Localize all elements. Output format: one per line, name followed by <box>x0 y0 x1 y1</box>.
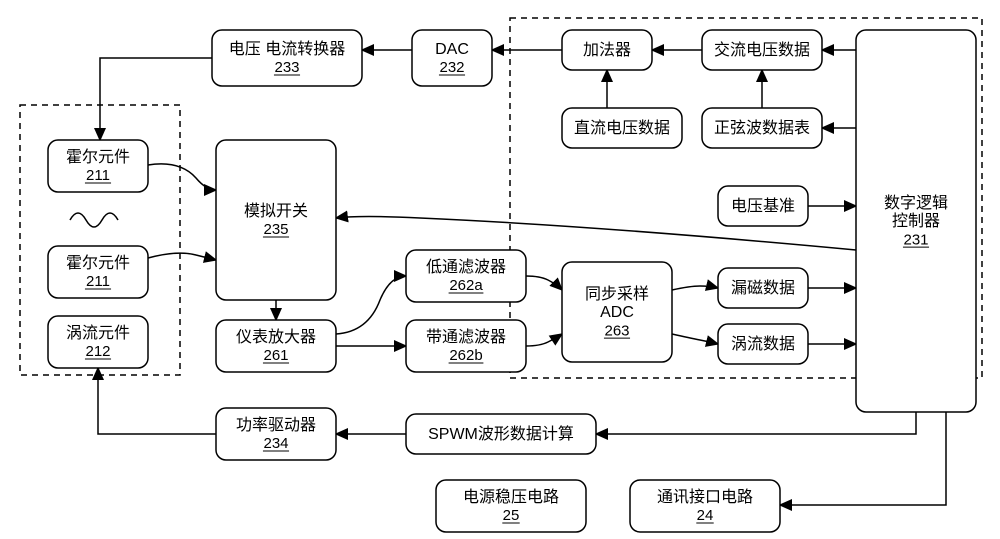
node-sublabel: 232 <box>439 59 464 76</box>
node-label: 涡流元件 <box>66 324 130 342</box>
node-sublabel: 261 <box>263 347 288 364</box>
node-label: 加法器 <box>583 41 631 59</box>
node-ctrl: 数字逻辑控制器231 <box>856 30 976 412</box>
node-leak: 漏磁数据 <box>718 268 808 308</box>
node-dac: DAC232 <box>412 30 492 86</box>
node-sublabel: 234 <box>263 435 288 452</box>
node-label: 同步采样 <box>585 285 649 303</box>
node-sublabel: 231 <box>903 231 928 248</box>
edge-ctrl-comm <box>780 412 946 505</box>
node-label: 模拟开关 <box>244 202 308 220</box>
node-label: 低通滤波器 <box>426 258 506 276</box>
edge-hall2-switch <box>148 253 216 260</box>
edge-amp-lpf <box>336 276 406 334</box>
node-sublabel: 212 <box>85 343 110 360</box>
node-vref: 电压基准 <box>718 186 808 226</box>
node-sublabel: 263 <box>604 322 629 339</box>
node-label: 霍尔元件 <box>66 254 130 272</box>
node-label: DAC <box>435 41 469 58</box>
node-eddyd: 涡流数据 <box>718 324 808 364</box>
node-sublabel: 211 <box>86 273 110 290</box>
node-bpf: 带通滤波器262b <box>406 320 526 372</box>
node-label: 功率驱动器 <box>236 416 316 434</box>
node-label: 电压 电流转换器 <box>229 40 345 58</box>
edge-adc-leak <box>672 286 718 290</box>
edge-vic-hall1 <box>100 58 212 140</box>
node-sublabel: 235 <box>263 221 288 238</box>
node-lpf: 低通滤波器262a <box>406 250 526 302</box>
node-label: 电压基准 <box>731 197 795 215</box>
node-label: 带通滤波器 <box>426 328 506 346</box>
node-adc: 同步采样ADC263 <box>562 262 672 362</box>
edge-hall1-switch <box>148 164 216 190</box>
node-sublabel: 211 <box>86 167 110 184</box>
node-eddy: 涡流元件212 <box>48 316 148 368</box>
node-label: 仪表放大器 <box>236 328 316 346</box>
node-label: 交流电压数据 <box>714 41 810 59</box>
node-label: 通讯接口电路 <box>657 488 753 506</box>
node-label: 数字逻辑 <box>884 194 948 212</box>
node-adder: 加法器 <box>562 30 652 70</box>
node-comm: 通讯接口电路24 <box>630 480 780 532</box>
node-vic: 电压 电流转换器233 <box>212 30 362 86</box>
node-label: 漏磁数据 <box>731 279 795 297</box>
node-label: 控制器 <box>892 212 940 230</box>
edge-lpf-adc <box>526 276 562 290</box>
node-label: 正弦波数据表 <box>714 119 810 137</box>
node-dcdata: 直流电压数据 <box>562 108 682 148</box>
node-sublabel: 262a <box>449 277 483 294</box>
edge-adc-eddyd <box>672 334 718 344</box>
node-switch: 模拟开关235 <box>216 140 336 300</box>
node-driver: 功率驱动器234 <box>216 408 336 460</box>
node-hall2: 霍尔元件211 <box>48 246 148 298</box>
node-sublabel: 233 <box>274 59 299 76</box>
node-hall1: 霍尔元件211 <box>48 140 148 192</box>
edge-driver-eddy <box>98 368 216 434</box>
node-label: 直流电压数据 <box>574 119 670 137</box>
edge-ctrl-spwm <box>596 412 916 434</box>
node-label: 涡流数据 <box>731 335 795 353</box>
node-acdata: 交流电压数据 <box>702 30 822 70</box>
node-label: SPWM波形数据计算 <box>428 424 574 443</box>
node-label: ADC <box>600 304 634 321</box>
node-sintbl: 正弦波数据表 <box>702 108 822 148</box>
node-power: 电源稳压电路25 <box>436 480 586 532</box>
node-label: 霍尔元件 <box>66 148 130 166</box>
node-label: 电源稳压电路 <box>463 488 559 506</box>
node-sublabel: 24 <box>697 507 714 524</box>
node-sublabel: 25 <box>503 507 520 524</box>
node-amp: 仪表放大器261 <box>216 320 336 372</box>
node-spwm: SPWM波形数据计算 <box>406 414 596 454</box>
node-sublabel: 262b <box>449 347 482 364</box>
wavy-icon <box>70 213 118 227</box>
block-diagram: 电压 电流转换器233DAC232加法器交流电压数据直流电压数据正弦波数据表电压… <box>0 0 1000 539</box>
edge-bpf-adc <box>526 334 562 346</box>
